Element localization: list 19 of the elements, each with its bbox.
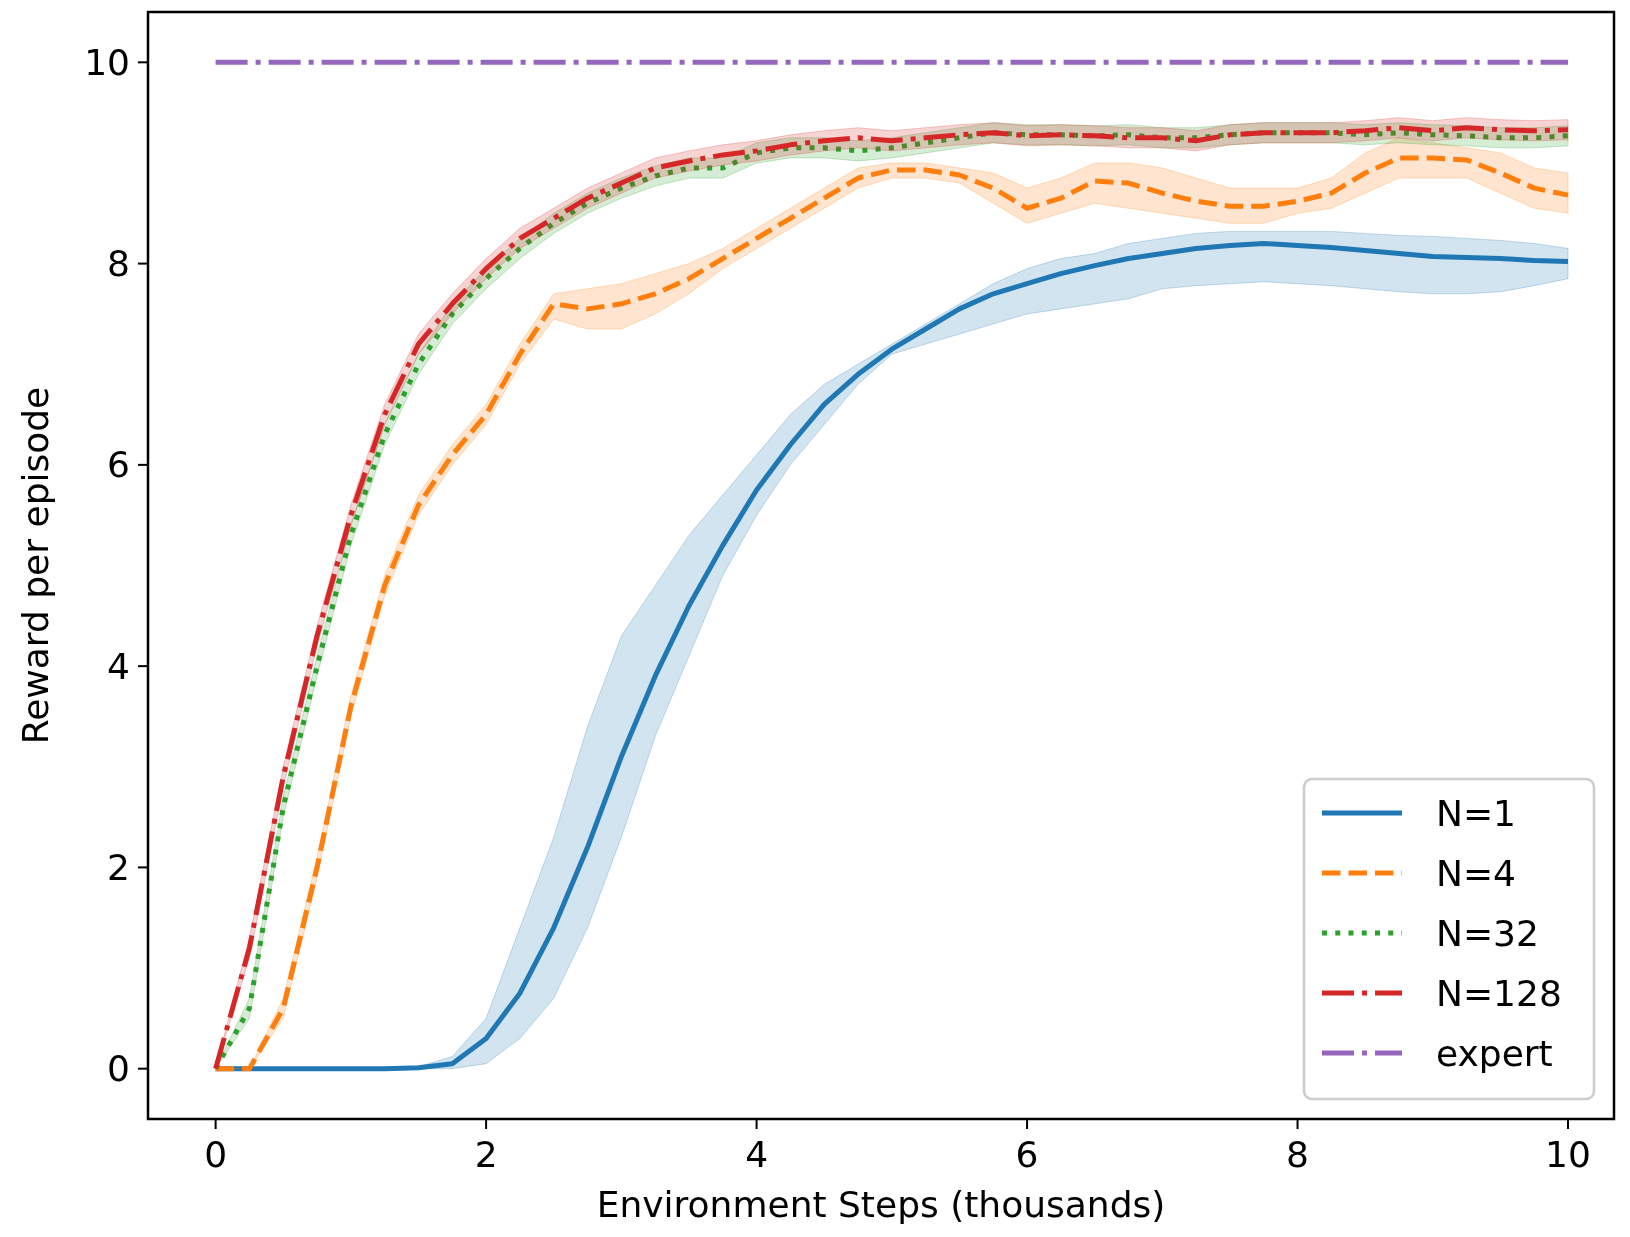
- legend-label: N=1: [1436, 792, 1516, 834]
- y-tick-label: 0: [107, 1048, 130, 1090]
- legend-label: N=4: [1436, 852, 1516, 894]
- y-tick-label: 2: [107, 847, 130, 889]
- x-tick-label: 6: [1015, 1134, 1039, 1175]
- y-tick-label: 10: [84, 41, 130, 83]
- y-tick-label: 8: [107, 243, 130, 285]
- y-axis-title: Reward per episode: [15, 386, 56, 745]
- x-tick-label: 0: [204, 1134, 228, 1175]
- x-tick-label: 4: [745, 1134, 769, 1175]
- x-tick-label: 2: [474, 1134, 498, 1175]
- legend-label: N=32: [1436, 912, 1539, 954]
- x-tick-label: 10: [1545, 1134, 1591, 1175]
- legend-label: expert: [1436, 1032, 1553, 1074]
- y-tick-label: 6: [107, 444, 130, 486]
- x-tick-label: 8: [1286, 1134, 1309, 1175]
- y-tick-label: 4: [107, 645, 130, 687]
- x-axis-title: Environment Steps (thousands): [596, 1184, 1166, 1225]
- legend-label: N=128: [1436, 972, 1562, 1014]
